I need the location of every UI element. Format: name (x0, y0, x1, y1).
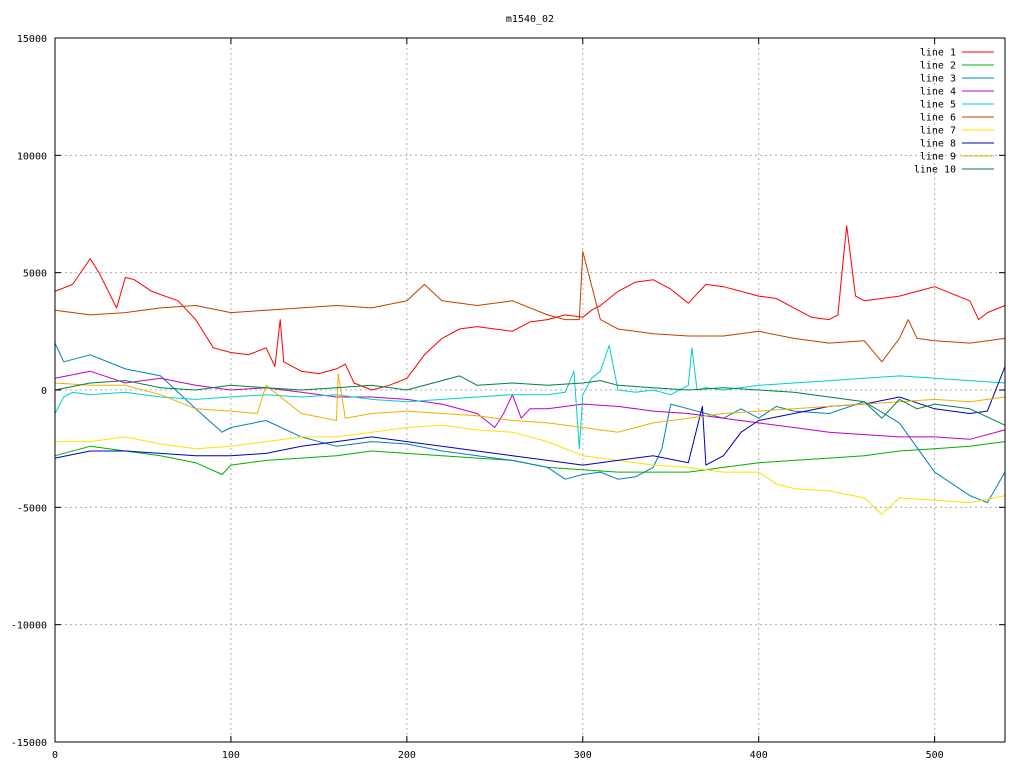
legend-label: line 2 (920, 61, 956, 72)
x-tick-label: 200 (398, 750, 416, 761)
series-line-7 (55, 424, 1006, 515)
legend-label: line 1 (920, 48, 956, 59)
y-tick-label: 5000 (23, 269, 47, 280)
legend-label: line 4 (920, 87, 956, 98)
series-lines (54, 225, 1006, 515)
series-line-6 (54, 251, 1006, 363)
series-line-8 (54, 366, 1006, 466)
legend-label: line 5 (920, 100, 956, 111)
series-line-1 (54, 225, 1006, 391)
x-tick-label: 400 (750, 750, 768, 761)
legend-label: line 6 (920, 113, 956, 124)
y-tick-label: -15000 (11, 738, 47, 749)
legend-label: line 8 (920, 139, 956, 150)
legend-label: line 10 (914, 165, 956, 176)
x-tick-label: 300 (574, 750, 592, 761)
series-line-5 (54, 344, 1006, 450)
y-tick-label: -10000 (11, 621, 47, 632)
y-tick-label: 10000 (17, 151, 47, 162)
axis-ticks: 0 100 200 300 400 500 -15000 -10000 -5000 0 5000 10… (11, 34, 1005, 761)
series-line-9 (54, 373, 1006, 433)
legend-label: line 7 (920, 126, 956, 137)
y-tick-label: 0 (41, 386, 47, 397)
x-tick-label: 100 (222, 750, 240, 761)
series-line-10 (54, 375, 1006, 426)
legend: line 1 line 2 line 3 line 4 line 5 line 6 line… (914, 48, 994, 176)
y-tick-label: -5000 (17, 503, 47, 514)
series-line-3 (54, 342, 1006, 504)
legend-label: line 9 (920, 152, 956, 163)
chart-title: m1540_02 (506, 14, 554, 25)
y-tick-label: 15000 (17, 34, 47, 45)
legend-label: line 3 (920, 74, 956, 85)
series-line-4 (54, 370, 1006, 440)
x-tick-label: 500 (926, 750, 944, 761)
x-tick-label: 0 (52, 750, 58, 761)
